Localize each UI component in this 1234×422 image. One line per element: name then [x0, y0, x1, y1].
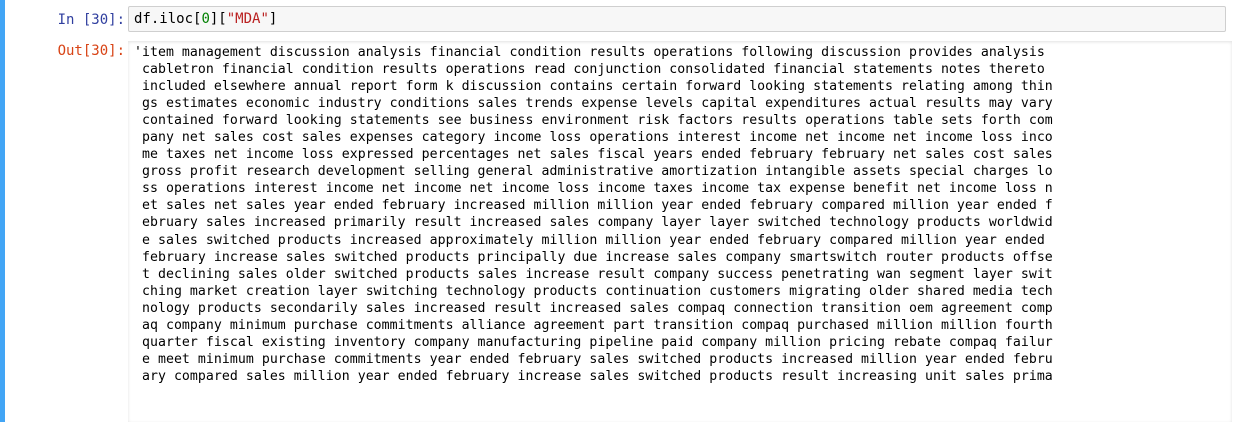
code-input[interactable]: df.iloc[0]["MDA"] — [128, 6, 1226, 32]
output-line: aq company minimum purchase commitments … — [134, 317, 1053, 333]
input-row: In [30]: df.iloc[0]["MDA"] — [0, 6, 1234, 34]
output-line: gross profit research development sellin… — [134, 164, 1053, 180]
code-token-num: 0 — [201, 11, 210, 27]
output-line: ss operations interest income net income… — [134, 181, 1053, 197]
output-line: february increase sales switched product… — [134, 249, 1053, 265]
output-line: contained forward looking statements see… — [134, 113, 1053, 129]
output-line: ching market creation layer switching te… — [134, 283, 1053, 299]
code-token-str: "MDA" — [226, 11, 269, 27]
output-line: nology products secondarily sales increa… — [134, 300, 1053, 316]
output-line: t declining sales older switched product… — [134, 266, 1053, 282]
output-line: e sales switched products increased appr… — [134, 232, 1053, 248]
output-line: quarter fiscal existing inventory compan… — [134, 334, 1053, 350]
output-line: ebruary sales increased primarily result… — [134, 215, 1053, 231]
output-line: e meet minimum purchase commitments year… — [134, 351, 1053, 367]
output-line: included elsewhere annual report form k … — [134, 79, 1053, 95]
output-line: 'item management discussion analysis fin… — [134, 45, 1045, 60]
output-line: gs estimates economic industry condition… — [134, 96, 1053, 112]
code-token-var: df.iloc[ — [134, 11, 202, 27]
output-text: 'item management discussion analysis fin… — [134, 44, 1229, 422]
output-prompt: Out[30]: — [57, 43, 125, 59]
input-prompt: In [30]: — [57, 12, 125, 28]
code-token-var: ] — [268, 11, 278, 27]
cell-selection-bar — [0, 0, 5, 422]
output-line: pany net sales cost sales expenses categ… — [134, 130, 1053, 146]
output-line: ary compared sales million year ended fe… — [134, 368, 1053, 384]
output-row: Out[30]: 'item management discussion ana… — [0, 41, 1234, 422]
output-line: et sales net sales year ended february i… — [134, 198, 1053, 214]
output-line: me taxes net income loss expressed perce… — [134, 147, 1053, 163]
code-token-var: ][ — [209, 11, 227, 27]
output-line: cabletron financial condition results op… — [134, 62, 1045, 78]
